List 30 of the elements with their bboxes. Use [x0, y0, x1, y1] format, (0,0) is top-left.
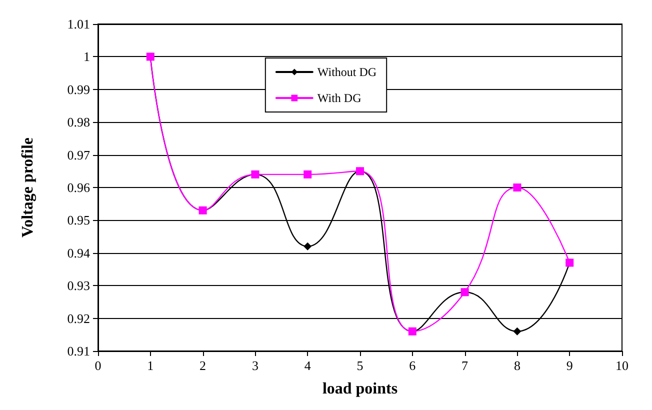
x-tick-label: 6 — [409, 358, 416, 373]
y-tick-label: 0.98 — [67, 114, 90, 130]
x-tick-label: 9 — [566, 358, 573, 373]
x-tick-label: 1 — [147, 358, 154, 373]
x-tick-label: 5 — [356, 358, 364, 373]
y-tick-label: 1.01 — [67, 16, 90, 32]
point — [304, 242, 312, 250]
y-tick-label: 0.95 — [67, 212, 90, 228]
x-tick-label: 4 — [304, 358, 312, 373]
legend-label: With DG — [317, 91, 362, 105]
x-axis-title: load points — [322, 380, 398, 398]
y-tick-label: 0.96 — [67, 180, 90, 195]
point — [513, 184, 522, 192]
x-tick-label: 10 — [616, 358, 628, 373]
x-tick-label: 7 — [462, 358, 469, 373]
y-tick-label: 0.91 — [67, 344, 90, 358]
y-axis-title: Voltage profile — [20, 138, 36, 238]
point — [513, 327, 522, 336]
y-tick-label: 0.93 — [67, 278, 90, 294]
legend-label: Without DG — [317, 65, 377, 79]
y-tick-label: 0.92 — [67, 310, 90, 326]
x-tick-label: 8 — [514, 358, 520, 373]
y-tick-label: 1 — [84, 49, 90, 64]
x-tick-label: 0 — [94, 358, 102, 373]
point — [304, 170, 312, 178]
x-tick-label: 3 — [252, 358, 258, 373]
x-tick-label: 2 — [200, 358, 206, 373]
y-tick-label: 0.99 — [67, 82, 90, 97]
y-tick-label: 0.97 — [67, 147, 90, 162]
y-tick-label: 0.94 — [67, 245, 90, 260]
